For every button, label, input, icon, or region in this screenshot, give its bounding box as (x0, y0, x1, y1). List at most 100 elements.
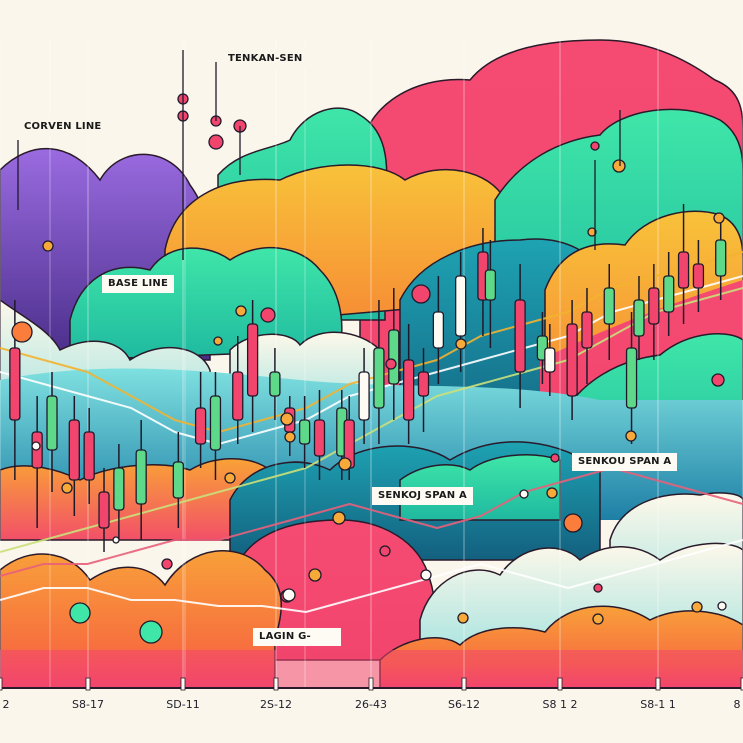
candle (135, 420, 147, 540)
x-tick-mark (461, 677, 467, 691)
candle-body (544, 347, 556, 373)
x-tick-label: SD-11 (166, 698, 200, 711)
marker-dot (612, 159, 626, 173)
candle (514, 264, 526, 408)
marker-dot (284, 431, 296, 443)
senkou-span-a-label-2: SENKOU SPAN A (572, 453, 678, 471)
candle-body (715, 239, 727, 277)
candle-body (455, 275, 467, 337)
candle-body (633, 299, 645, 337)
candle-body (514, 299, 526, 373)
candle-body (417, 371, 430, 397)
x-tick-label: 8 (733, 698, 741, 711)
cloud-pink-bottom (0, 650, 743, 688)
senkou-span-a-line (0, 287, 743, 553)
x-tick-mark (655, 677, 661, 691)
base-line-line (0, 275, 743, 445)
marker-dot (519, 489, 529, 499)
grid-lines (0, 40, 743, 688)
marker-dot (235, 305, 247, 317)
marker-dot (139, 620, 163, 644)
candle-body (677, 251, 690, 289)
candle (358, 348, 370, 444)
candle-body (9, 347, 21, 421)
marker-dot (42, 240, 54, 252)
marker-dot (213, 336, 223, 346)
corven-line-label: CORVEN LINE (18, 118, 108, 136)
marker-dot (224, 472, 236, 484)
x-tick-label: 2 (2, 698, 10, 711)
candle-body (663, 275, 675, 313)
marker-dot (338, 457, 352, 471)
x-tick-label: S8-17 (72, 698, 104, 711)
marker-dot (711, 373, 725, 387)
candle (455, 252, 467, 372)
marker-dot (691, 601, 703, 613)
candle-body (358, 371, 370, 421)
marker-dot (282, 588, 296, 602)
marker-dot (587, 227, 597, 237)
marker-dot (590, 141, 600, 151)
tenkan-sen-label: TENKAN-SEN (222, 50, 309, 68)
candle-body (68, 419, 80, 481)
candle (625, 312, 638, 444)
senkou-span-a-label-1: SENKOJ SPAN A (372, 487, 473, 505)
x-tick-mark (0, 677, 3, 691)
marker-dot (546, 487, 558, 499)
marker-dot (260, 307, 276, 323)
marker-dot (69, 602, 91, 624)
x-axis (0, 677, 743, 691)
candle (544, 324, 556, 396)
candle-body (172, 461, 184, 499)
marker-dot (550, 453, 560, 463)
x-tick-label: S8-1 1 (640, 698, 676, 711)
candle (83, 408, 95, 504)
candle-body (603, 287, 615, 325)
marker-dot (61, 482, 73, 494)
candle (402, 324, 415, 444)
conversion-line-line (0, 251, 743, 433)
candle (581, 288, 593, 384)
candle-body (246, 323, 259, 397)
candle-body (209, 395, 222, 451)
candle (209, 372, 222, 480)
candle-body (313, 419, 326, 457)
candle (232, 336, 244, 444)
marker-dot (280, 412, 294, 426)
candle (566, 300, 578, 420)
x-tick-label: S8 1 2 (542, 698, 578, 711)
candle-body (581, 311, 593, 349)
x-tick-label: S6-12 (448, 698, 480, 711)
candle-body (648, 287, 660, 325)
marker-dot (31, 441, 41, 451)
x-tick-mark (85, 677, 91, 691)
candle (417, 348, 430, 432)
candle (484, 240, 497, 348)
marker-dot (455, 338, 467, 350)
marker-dot (457, 612, 469, 624)
marker-dot (308, 568, 322, 582)
candle-body (46, 395, 58, 451)
marker-dot (717, 601, 727, 611)
candle-body (484, 269, 497, 301)
candle-body (402, 359, 415, 421)
marker-dot (112, 536, 120, 544)
marker-dot (713, 212, 725, 224)
marker-dot (625, 430, 637, 442)
candle (663, 252, 675, 336)
candle-body (135, 449, 147, 505)
marker-dot (379, 545, 391, 557)
candle (432, 276, 445, 384)
candle (113, 444, 125, 540)
candle-body (298, 419, 311, 445)
candle (648, 264, 660, 360)
x-tick-label: 26-43 (355, 698, 387, 711)
marker-dot (332, 511, 346, 525)
candle-body (113, 467, 125, 511)
candle-body (625, 347, 638, 409)
candle-body (432, 311, 445, 349)
x-tick-mark (368, 677, 374, 691)
marker-dot (161, 558, 173, 570)
marker-dot (208, 134, 224, 150)
lagging-span-label: LAGIN G- (253, 628, 341, 646)
